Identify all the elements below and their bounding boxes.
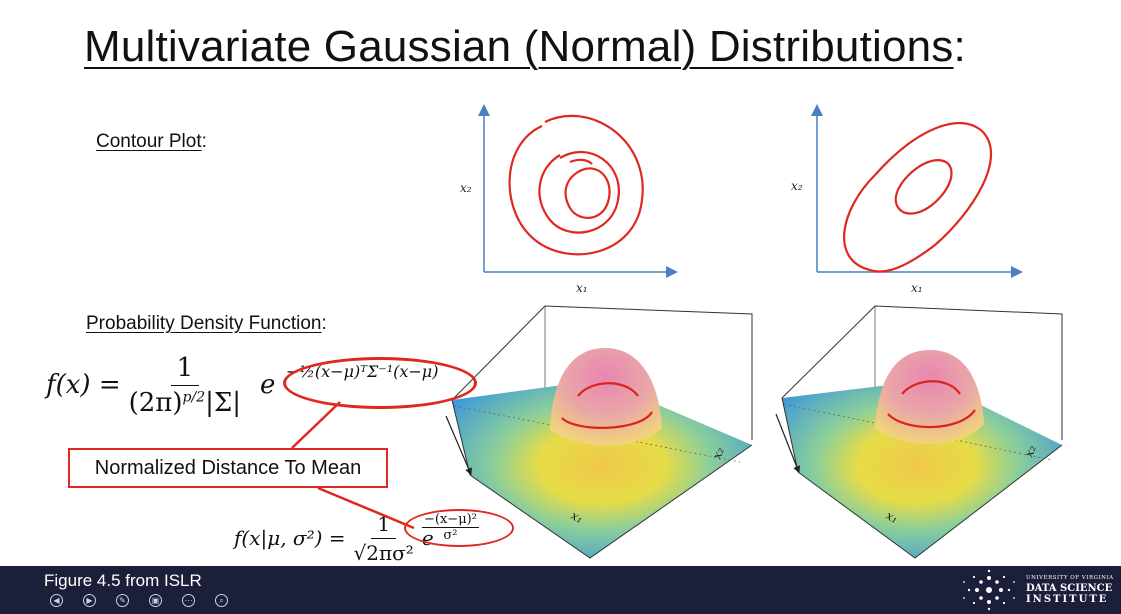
normalized-distance-callout: Normalized Distance To Mean bbox=[68, 448, 388, 488]
uni-numerator: 1 bbox=[371, 512, 397, 539]
zoom-icon[interactable]: ⌕ bbox=[215, 594, 228, 607]
x2-label: x₂ bbox=[460, 181, 472, 195]
uva-dsi-logo-text: UNIVERSITY OF VIRGINIA DATA SCIENCE INST… bbox=[1026, 575, 1114, 605]
contour-heading: Contour Plot: bbox=[96, 131, 207, 152]
hand-drawn-contours bbox=[843, 122, 993, 273]
view-icon[interactable]: ▣ bbox=[149, 594, 162, 607]
more-icon[interactable]: ⋯ bbox=[182, 594, 195, 607]
hand-drawn-contours bbox=[508, 114, 644, 256]
contour-plot-circular: x₂ x₁ bbox=[460, 104, 678, 295]
pdf-exp-base: e bbox=[260, 370, 276, 400]
pdf-lhs: f(x) = bbox=[46, 370, 121, 400]
x2-label: x₂ bbox=[791, 179, 803, 193]
uni-fraction: 1 √2πσ² bbox=[354, 512, 414, 565]
next-icon[interactable]: ▶ bbox=[83, 594, 96, 607]
exponent-highlight-ellipse bbox=[283, 357, 477, 409]
pen-icon[interactable]: ✎ bbox=[116, 594, 129, 607]
slide-title: Multivariate Gaussian (Normal) Distribut… bbox=[84, 22, 966, 71]
multivariate-pdf-formula: f(x) = 1 (2π)p/2|Σ| bbox=[46, 345, 249, 425]
x2-label: x₂ bbox=[1022, 443, 1039, 459]
x1-label: x₁ bbox=[576, 281, 588, 295]
univariate-pdf-formula: f(x|μ, σ²) = 1 √2πσ² e bbox=[234, 508, 434, 568]
x1-label: x₁ bbox=[911, 281, 923, 295]
contour-plot-elliptical: x₂ x₁ bbox=[791, 104, 1023, 295]
uni-denominator: √2πσ² bbox=[353, 540, 414, 565]
x2-label: x₂ bbox=[710, 445, 727, 461]
prev-icon[interactable]: ◀ bbox=[50, 594, 63, 607]
surface-plot-elliptical: x₁ x₂ bbox=[775, 305, 1063, 559]
uni-lhs: f(x|μ, σ²) = bbox=[234, 526, 346, 550]
uni-exponent-highlight-ellipse bbox=[404, 509, 514, 547]
pdf-denominator: (2π)p/2|Σ| bbox=[128, 387, 242, 418]
pdf-heading: Probability Density Function: bbox=[86, 313, 327, 334]
slide-controls: ◀ ▶ ✎ ▣ ⋯ ⌕ bbox=[50, 594, 228, 607]
uva-dsi-logo-icon bbox=[963, 569, 1015, 611]
pdf-fraction: 1 (2π)p/2|Σ| bbox=[129, 353, 241, 418]
surface-plot-circular: x₁ x₂ bbox=[445, 305, 753, 559]
figure-caption: Figure 4.5 from ISLR bbox=[44, 571, 202, 590]
pdf-numerator: 1 bbox=[170, 353, 200, 386]
